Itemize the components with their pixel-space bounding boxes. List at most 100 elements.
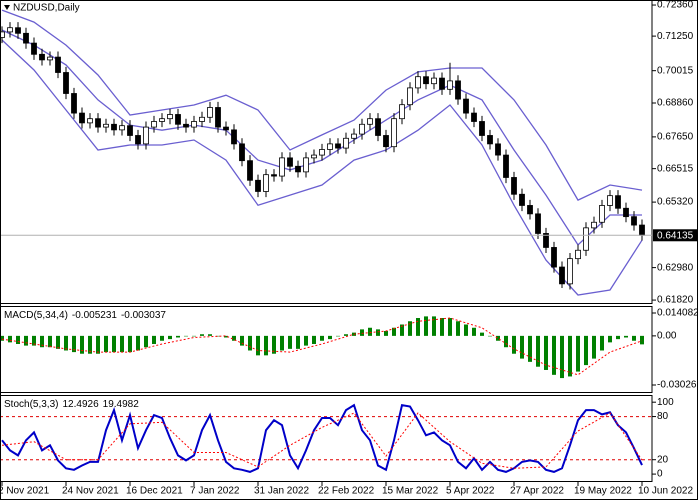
indicator-title: MACD(5,34,4) -0.005231 -0.003037	[4, 310, 166, 321]
indicator-name: MACD(5,34,4)	[4, 310, 68, 321]
candle-body	[239, 143, 245, 162]
candle-body	[279, 157, 285, 177]
candle-body	[295, 165, 301, 173]
candle-body	[79, 112, 85, 124]
macd-bar	[192, 335, 196, 337]
macd-bar	[72, 335, 76, 353]
macd-bar	[480, 332, 484, 336]
x-tick-label: 22 Feb 2022	[318, 486, 375, 497]
candle-body	[535, 213, 541, 234]
macd-bar	[512, 335, 516, 354]
candle-body	[255, 179, 261, 192]
candle-body	[63, 72, 69, 94]
candle-body	[591, 221, 597, 229]
candle-body	[271, 174, 277, 177]
candle-body	[303, 157, 309, 173]
macd-bar	[288, 335, 292, 349]
macd-bar	[336, 335, 340, 337]
macd-bar	[496, 335, 500, 341]
candle-body	[359, 123, 365, 135]
candle-body	[487, 135, 493, 145]
candle-body	[39, 53, 45, 61]
candle-body	[15, 27, 21, 34]
last-price-box	[653, 229, 698, 242]
candle-body	[191, 121, 197, 128]
candle-body	[415, 76, 421, 89]
macd-bar	[272, 335, 276, 354]
macd-bar	[168, 335, 172, 340]
candle-body	[247, 160, 253, 181]
macd-bar	[328, 335, 332, 340]
indicator-value: -0.003037	[121, 310, 166, 321]
macd-bar	[408, 321, 412, 336]
candle-body	[551, 247, 557, 268]
candle-body	[215, 107, 221, 128]
candle-body	[263, 174, 269, 192]
candle-body	[287, 157, 293, 167]
macd-bar	[120, 335, 124, 353]
macd-bar	[208, 334, 212, 336]
macd-bar	[368, 327, 372, 336]
candle-body	[503, 154, 509, 178]
macd-bar	[624, 335, 628, 338]
candle-body	[599, 205, 605, 223]
y-tick-label: 0.70015	[657, 65, 694, 76]
y-tick-label: 0.72360	[657, 0, 694, 11]
macd-bar	[24, 335, 28, 346]
signal-line	[1, 317, 643, 376]
macd-bar	[80, 335, 84, 354]
band-line	[1, 39, 643, 296]
candle-body	[479, 121, 485, 136]
band-line	[1, 9, 643, 201]
candle-body	[175, 114, 181, 125]
macd-bar	[104, 335, 108, 353]
candle-body	[31, 42, 37, 55]
title-arrow	[4, 5, 10, 10]
stoch-signal	[1, 412, 643, 469]
panel-frame	[0, 306, 653, 393]
macd-bar	[88, 335, 92, 354]
macd-bar	[376, 329, 380, 336]
candle-body	[583, 227, 589, 251]
macd-bar	[64, 335, 68, 351]
macd-bar	[280, 335, 284, 351]
candle-body	[119, 125, 125, 131]
candle-body	[519, 193, 525, 206]
macd-bar	[472, 327, 476, 336]
macd-bar	[128, 335, 132, 353]
macd-bar	[488, 335, 492, 337]
candle-body	[111, 123, 117, 131]
macd-bar	[616, 335, 620, 340]
indicator-title: Stoch(5,3,3) 12.4926 19.4982	[4, 399, 139, 410]
last-price-label: 0.64135	[657, 230, 694, 241]
macd-bar	[296, 335, 300, 349]
candle-body	[95, 118, 101, 128]
candle-body	[87, 118, 93, 124]
macd-bar	[224, 335, 228, 338]
x-tick-label: 7 Jan 2022	[190, 486, 240, 497]
macd-bar	[608, 335, 612, 343]
candle-body	[375, 118, 381, 136]
candle-body	[207, 107, 213, 118]
y-tick-label: 0.62980	[657, 262, 694, 273]
macd-bar	[312, 335, 316, 344]
y-tick-label: 0.68860	[657, 98, 694, 109]
macd-bar	[544, 335, 548, 370]
candle-body	[71, 93, 77, 114]
candle-body	[223, 126, 229, 131]
candle-body	[399, 104, 405, 120]
macd-bar	[560, 335, 564, 379]
candle-body	[159, 118, 165, 122]
candle-body	[127, 125, 133, 136]
x-tick-label: 15 Mar 2022	[382, 486, 439, 497]
macd-bar	[440, 318, 444, 336]
macd-bar	[112, 335, 116, 353]
candle-body	[183, 123, 189, 128]
candle-body	[471, 112, 477, 122]
candle-body	[567, 258, 573, 285]
y-tick-label: 0	[657, 469, 663, 480]
candle-body	[383, 135, 389, 148]
macd-bar	[520, 335, 524, 359]
candle-body	[351, 133, 357, 139]
macd-bar	[584, 335, 588, 366]
